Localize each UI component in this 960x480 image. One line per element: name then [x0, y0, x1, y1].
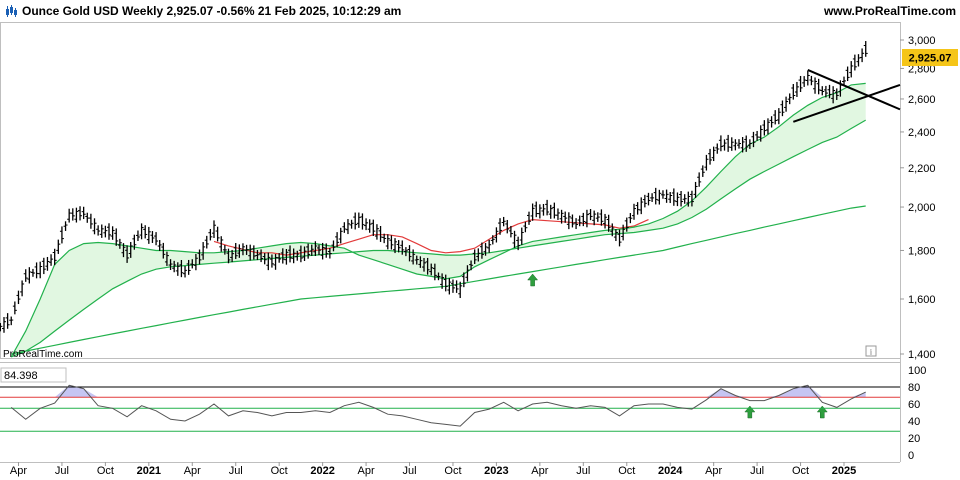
last-price-label: 2,925.07: [909, 53, 952, 65]
price-tick-label: 1,600: [908, 294, 936, 306]
rsi-tick-label: 40: [908, 416, 920, 428]
price-tick-label: 3,000: [908, 35, 936, 47]
rsi-axis-labels: 100 80 60 40 20 0: [908, 365, 926, 462]
rsi-signal-arrow: [816, 405, 828, 419]
price-panel-frame: [0, 22, 901, 359]
time-tick-label: Jul: [750, 465, 764, 477]
chart-title: Ounce Gold USD Weekly 2,925.07 -0.56% 21…: [22, 4, 402, 18]
rsi-panel: [0, 384, 900, 432]
price-bars: [0, 41, 868, 333]
buy-signal-arrow: [527, 273, 539, 287]
price-tick-label: 1,800: [908, 245, 936, 257]
rsi-value-label: 84.398: [4, 370, 38, 382]
time-tick-label: Jul: [576, 465, 590, 477]
rsi-overbought-fill: [11, 385, 866, 398]
time-tick-label: Jul: [55, 465, 69, 477]
price-tick-label: 1,400: [908, 349, 936, 361]
svg-text:i: i: [870, 348, 873, 357]
price-tick-label: 2,400: [908, 127, 936, 139]
trendline: [807, 68, 901, 111]
rsi-tick-label: 60: [908, 399, 920, 411]
time-tick-label: 2022: [310, 465, 334, 477]
price-tick-label: 2,200: [908, 163, 936, 175]
green-moving-average-line: [10, 82, 866, 358]
time-tick-label: Oct: [271, 465, 288, 477]
rsi-tick-label: 80: [908, 382, 920, 394]
time-tick-label: Apr: [705, 465, 722, 477]
green-moving-average-line: [10, 119, 867, 358]
rsi-line: [10, 384, 866, 427]
time-tick-label: Apr: [531, 465, 548, 477]
watermark: ProRealTime.com: [3, 349, 83, 360]
time-tick-label: Apr: [184, 465, 201, 477]
trendlines: [792, 68, 901, 123]
time-tick-label: Oct: [97, 465, 114, 477]
signal-arrows: [527, 273, 828, 419]
price-tick-label: 2,800: [908, 63, 936, 75]
rsi-tick-label: 20: [908, 433, 920, 445]
time-tick-label: Oct: [618, 465, 635, 477]
time-axis-labels: Apr Jul Oct 2021 Apr Jul Oct 2022 Apr Jul Oct 2023 A…: [10, 462, 856, 477]
ma-band: [11, 83, 866, 358]
last-price-badge: [902, 49, 958, 66]
time-tick-label: Oct: [792, 465, 809, 477]
ma-band-fill: [11, 83, 866, 358]
chart-header: Ounce Gold USD Weekly 2,925.07 -0.56% 21…: [0, 0, 960, 22]
time-tick-label: 2021: [137, 465, 161, 477]
price-tick-label: 2,000: [908, 202, 936, 214]
rsi-value-box: [0, 367, 67, 383]
time-tick-label: Apr: [10, 465, 27, 477]
time-tick-label: Apr: [358, 465, 375, 477]
price-axis-labels: 3,000 2,800 2,600 2,400 2,200 2,000 1,800 1,600…: [900, 35, 936, 361]
price-tick-label: 2,600: [908, 94, 936, 106]
moving-averages: [10, 82, 867, 358]
time-tick-label: Oct: [444, 465, 461, 477]
time-tick-label: 2024: [658, 465, 683, 477]
time-tick-label: 2023: [484, 465, 508, 477]
rsi-tick-label: 0: [908, 450, 914, 462]
time-tick-label: 2025: [832, 465, 856, 477]
green-moving-average-line: [11, 205, 866, 355]
info-icon[interactable]: i: [865, 345, 877, 357]
rsi-signal-arrow: [744, 405, 756, 419]
rsi-tick-label: 100: [908, 365, 926, 377]
candlestick-icon: [6, 5, 17, 17]
time-tick-label: Jul: [402, 465, 416, 477]
time-tick-label: Jul: [229, 465, 243, 477]
trendline: [792, 83, 901, 123]
site-link[interactable]: www.ProRealTime.com: [823, 4, 956, 18]
